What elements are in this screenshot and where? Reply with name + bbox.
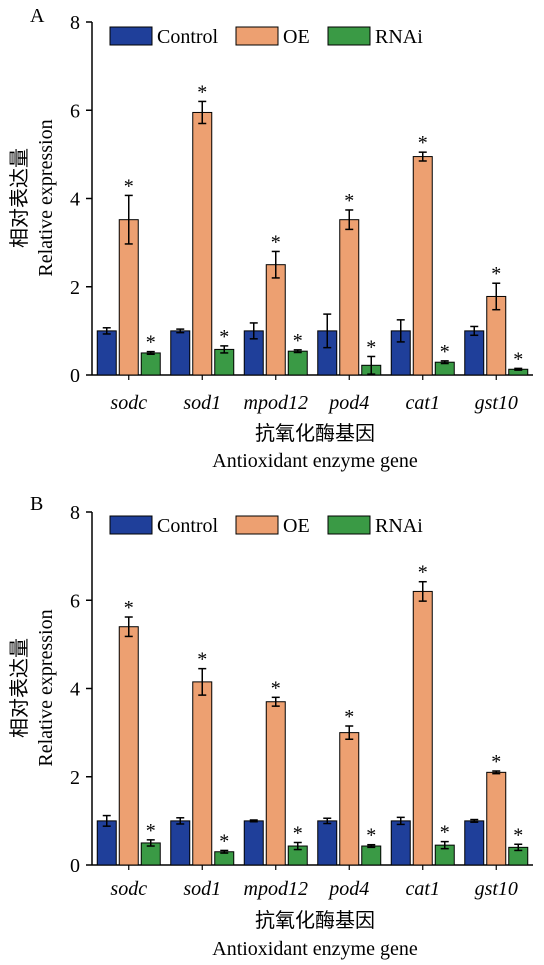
panel-b-significance-rnai-cat1: * bbox=[440, 822, 450, 844]
panel-b-ylabel-cn: 相对表达量 bbox=[8, 638, 31, 738]
panel-a-significance-oe-mpod12: * bbox=[271, 231, 281, 253]
panel-b-bar-control-sodc bbox=[96, 820, 117, 866]
panel-a-category-label-gst10: gst10 bbox=[475, 392, 518, 414]
panel-b-significance-rnai-sod1: * bbox=[219, 830, 229, 852]
panel-b-xlabel-cn: 抗氧化酶基因 bbox=[255, 909, 375, 932]
panel-a-bar-oe-sod1 bbox=[192, 111, 213, 376]
panel-a-significance-rnai-mpod12: * bbox=[293, 330, 303, 352]
panel-a-bar-control-gst10 bbox=[464, 330, 485, 376]
panel-b-significance-oe-gst10: * bbox=[491, 751, 501, 773]
panel-b-bar-control-pod4 bbox=[317, 820, 338, 866]
panel-a-legend-label-oe: OE bbox=[283, 26, 310, 48]
panel-b-significance-rnai-mpod12: * bbox=[293, 822, 303, 844]
panel-b-bar-oe-sodc bbox=[118, 626, 139, 866]
panel-b-xlabel-en: Antioxidant enzyme gene bbox=[212, 938, 418, 960]
panel-a-bar-oe-pod4 bbox=[339, 219, 360, 376]
panel-b-legend-swatch-oe bbox=[235, 515, 279, 535]
panel-b-bar-oe-mpod12 bbox=[265, 701, 286, 866]
panel-a-significance-oe-sod1: * bbox=[197, 81, 207, 103]
panel-a-xlabel-en: Antioxidant enzyme gene bbox=[212, 450, 418, 472]
panel-b-significance-oe-sodc: * bbox=[124, 597, 134, 619]
panel-a-ylabel-cn: 相对表达量 bbox=[8, 148, 31, 248]
panel-a-bar-rnai-sodc bbox=[140, 352, 161, 376]
panel-b-significance-oe-pod4: * bbox=[344, 706, 354, 728]
panel-b-bar-oe-sod1 bbox=[192, 681, 213, 866]
panel-a-bar-oe-cat1 bbox=[412, 156, 433, 376]
panel-b-bar-oe-pod4 bbox=[339, 732, 360, 866]
panel-b-bar-control-gst10 bbox=[464, 820, 485, 866]
panel-b-legend-label-control: Control bbox=[157, 515, 219, 537]
panel-b-significance-rnai-gst10: * bbox=[513, 824, 523, 846]
panel-a-significance-rnai-pod4: * bbox=[366, 336, 376, 358]
panel-a-plot: 0 2 4 6 8 sodc * * sod1 * * mpod12 * * pod4 * * cat1 * * gst… bbox=[70, 12, 533, 414]
panel-b-category-label-pod4: pod4 bbox=[327, 878, 369, 900]
panel-b-significance-rnai-sodc: * bbox=[146, 820, 156, 842]
panel-a-ytick-label-8: 8 bbox=[70, 12, 80, 34]
panel-a-category-label-cat1: cat1 bbox=[406, 392, 440, 414]
panel-b-bar-rnai-pod4 bbox=[361, 845, 382, 866]
panel-a-category-label-sod1: sod1 bbox=[183, 392, 221, 414]
panel-b-category-label-gst10: gst10 bbox=[475, 878, 518, 900]
panel-b-significance-rnai-pod4: * bbox=[366, 825, 376, 847]
panel-b-legend-swatch-rnai bbox=[327, 515, 371, 535]
panel-b-ylabel-en: Relative expression bbox=[35, 609, 57, 766]
panel-b-significance-oe-mpod12: * bbox=[271, 677, 281, 699]
panel-b-category-label-cat1: cat1 bbox=[406, 878, 440, 900]
panel-b-ytick-label-6: 6 bbox=[70, 590, 80, 612]
panel-b-bar-control-cat1 bbox=[390, 820, 411, 866]
panel-b-ytick-label-4: 4 bbox=[70, 679, 80, 701]
panel-a-label: A bbox=[30, 5, 45, 27]
panel-b-category-label-mpod12: mpod12 bbox=[244, 878, 308, 900]
panel-b-category-label-sodc: sodc bbox=[110, 878, 147, 900]
panel-a-ytick-label-6: 6 bbox=[70, 100, 80, 122]
panel-b-bar-oe-cat1 bbox=[412, 590, 433, 866]
panel-b-legend-swatch-control bbox=[109, 515, 153, 535]
panel-a-ytick-label-0: 0 bbox=[70, 365, 80, 387]
panel-b-significance-oe-sod1: * bbox=[197, 649, 207, 671]
panel-a-ylabel-en: Relative expression bbox=[35, 119, 57, 276]
panel-a-significance-rnai-gst10: * bbox=[513, 348, 523, 370]
panel-a-legend-swatch-rnai bbox=[327, 26, 371, 46]
panel-b-ytick-label-2: 2 bbox=[70, 767, 80, 789]
panel-a-significance-oe-cat1: * bbox=[418, 132, 428, 154]
panel-b-label: B bbox=[30, 493, 43, 515]
panel-b-significance-oe-cat1: * bbox=[418, 562, 428, 584]
panel-a-category-label-sodc: sodc bbox=[110, 392, 147, 414]
panel-a-significance-rnai-cat1: * bbox=[440, 341, 450, 363]
panel-a-significance-rnai-sod1: * bbox=[219, 326, 229, 348]
panel-b-plot: 0 2 4 6 8 sodc * * sod1 * * mpod12 * * pod4 * * cat1 * * gst… bbox=[70, 502, 533, 900]
panel-b-legend-label-oe: OE bbox=[283, 515, 310, 537]
panel-b-ytick-label-0: 0 bbox=[70, 855, 80, 877]
panel-b-legend-label-rnai: RNAi bbox=[375, 515, 423, 537]
panel-a-bar-rnai-mpod12 bbox=[287, 350, 308, 376]
panel-a-legend-label-rnai: RNAi bbox=[375, 26, 423, 48]
panel-b-ytick-label-8: 8 bbox=[70, 502, 80, 524]
panel-a-significance-oe-pod4: * bbox=[344, 190, 354, 212]
panel-b-bar-oe-gst10 bbox=[486, 771, 507, 866]
panel-a-legend-label-control: Control bbox=[157, 26, 219, 48]
panel-a-legend-swatch-control bbox=[109, 26, 153, 46]
panel-b-category-label-sod1: sod1 bbox=[183, 878, 221, 900]
panel-a-bar-oe-mpod12 bbox=[265, 264, 286, 376]
panel-a-significance-rnai-sodc: * bbox=[146, 332, 156, 354]
panel-a-legend-swatch-oe bbox=[235, 26, 279, 46]
panel-a-ytick-label-2: 2 bbox=[70, 277, 80, 299]
panel-a-category-label-pod4: pod4 bbox=[327, 392, 369, 414]
panel-b-bar-control-mpod12 bbox=[243, 820, 264, 866]
panel-b-bar-control-sod1 bbox=[170, 820, 191, 866]
panel-a-bar-control-sodc bbox=[96, 330, 117, 376]
panel-a-ytick-label-4: 4 bbox=[70, 189, 80, 211]
panel-a-category-label-mpod12: mpod12 bbox=[244, 392, 308, 414]
panel-a-significance-oe-sodc: * bbox=[124, 175, 134, 197]
panel-a-significance-oe-gst10: * bbox=[491, 263, 501, 285]
panel-a-bar-control-sod1 bbox=[170, 330, 191, 376]
panel-a-xlabel-cn: 抗氧化酶基因 bbox=[255, 422, 375, 445]
